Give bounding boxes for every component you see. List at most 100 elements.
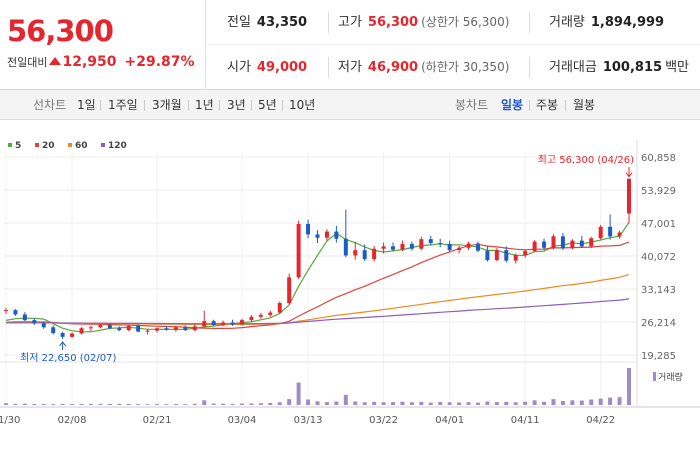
volume-bar bbox=[51, 404, 56, 405]
moving-average-120 bbox=[5, 298, 630, 325]
quote-row-2: 시가 49,000 저가 46,900 (하한가 30,350) 거래대금 100,81… bbox=[207, 45, 700, 90]
candle-body bbox=[306, 223, 311, 235]
candle-body bbox=[570, 240, 575, 249]
period-1y[interactable]: 1년 bbox=[195, 98, 214, 112]
volume-bar bbox=[277, 402, 282, 405]
y-tick-label: 26,214 bbox=[641, 318, 676, 329]
volume-bar bbox=[79, 403, 84, 405]
volume-bar bbox=[4, 403, 8, 405]
divider bbox=[529, 57, 530, 78]
volume-label: 거래량 bbox=[549, 15, 585, 30]
candle-body bbox=[211, 321, 216, 325]
period-3m[interactable]: 3개월 bbox=[152, 98, 182, 112]
divider bbox=[282, 100, 283, 111]
trade-value-unit: 백만 bbox=[665, 60, 689, 75]
open-label: 시가 bbox=[227, 60, 251, 75]
upper-limit: (상한가 56,300) bbox=[421, 15, 510, 29]
candle-body bbox=[230, 322, 235, 325]
candle-body bbox=[579, 240, 584, 247]
candle-body bbox=[268, 312, 273, 315]
x-tick-label: 02/08 bbox=[58, 415, 87, 426]
legend-label: 5 bbox=[15, 141, 21, 151]
legend-label: 120 bbox=[108, 141, 127, 151]
volume-bar bbox=[627, 368, 631, 405]
volume-bar bbox=[438, 402, 443, 405]
candle-body bbox=[202, 321, 207, 327]
candle-body bbox=[192, 326, 197, 331]
candle-body bbox=[334, 231, 339, 239]
candle-daily[interactable]: 일봉 bbox=[501, 98, 524, 112]
moving-average-60 bbox=[5, 274, 630, 325]
volume-bar bbox=[258, 403, 263, 405]
volume-bar bbox=[136, 404, 141, 405]
volume-bar bbox=[70, 404, 75, 405]
period-3y[interactable]: 3년 bbox=[227, 98, 246, 112]
period-5y[interactable]: 5년 bbox=[258, 98, 277, 112]
price-chart[interactable]: 60,858 53,929 47,001 40,072 33,143 26,214 19,2… bbox=[0, 120, 700, 450]
low-cell: 저가 46,900 (하한가 30,350) bbox=[338, 45, 509, 90]
period-10y[interactable]: 10년 bbox=[289, 98, 316, 112]
divider bbox=[328, 57, 329, 78]
low-label: 저가 bbox=[338, 60, 362, 75]
candle-body bbox=[428, 239, 433, 244]
volume-bar bbox=[334, 401, 339, 405]
candle-body bbox=[221, 322, 226, 325]
x-tick-label: 02/21 bbox=[143, 415, 172, 426]
prev-close-value: 43,350 bbox=[256, 15, 308, 30]
candle-monthly[interactable]: 월봉 bbox=[573, 98, 596, 112]
candle-body bbox=[79, 328, 84, 334]
volume-bar bbox=[315, 401, 320, 405]
candle-body bbox=[523, 251, 528, 255]
trade-value: 100,815 bbox=[602, 60, 663, 75]
volume-bar bbox=[183, 404, 188, 405]
volume-bar bbox=[32, 404, 37, 405]
line-chart-label: 선차트 bbox=[33, 98, 67, 112]
volume-bar bbox=[560, 400, 565, 405]
volume-bar bbox=[268, 402, 273, 405]
candle-body bbox=[551, 236, 556, 248]
candle-body bbox=[485, 250, 490, 261]
candle-body bbox=[117, 328, 122, 331]
volume-bar bbox=[457, 402, 462, 405]
candle-body bbox=[542, 241, 547, 248]
volume-bar bbox=[504, 401, 509, 405]
period-1w[interactable]: 1주일 bbox=[108, 98, 138, 112]
y-tick-label: 47,001 bbox=[641, 219, 676, 230]
candle-body bbox=[70, 333, 75, 337]
change-row: 전일대비 12,950 +29.87% bbox=[7, 54, 195, 70]
candle-body bbox=[164, 328, 169, 330]
candle-body bbox=[183, 327, 188, 331]
volume-bar bbox=[598, 398, 603, 405]
volume-bar bbox=[192, 403, 197, 405]
candle-weekly[interactable]: 주봉 bbox=[536, 98, 559, 112]
candle-body bbox=[88, 327, 93, 329]
volume-bar bbox=[41, 403, 46, 405]
lower-limit: (하한가 30,350) bbox=[421, 60, 510, 74]
divider bbox=[144, 100, 145, 111]
min-arrow-icon bbox=[59, 341, 67, 347]
quote-info-grid: 전일 43,350 고가 56,300 (상한가 56,300) 거래량 1,894,9… bbox=[207, 0, 700, 90]
candle-body bbox=[617, 232, 622, 237]
period-1d[interactable]: 1일 bbox=[77, 98, 96, 112]
candle-body bbox=[457, 247, 462, 251]
trade-value-cell: 거래대금 100,815 백만 bbox=[549, 45, 689, 90]
volume-bar bbox=[145, 404, 150, 405]
volume-bar bbox=[13, 403, 18, 405]
candle-body bbox=[381, 246, 386, 249]
candle-body bbox=[13, 310, 18, 315]
volume-bar bbox=[239, 403, 244, 405]
high-cell: 고가 56,300 (상한가 56,300) bbox=[338, 0, 509, 45]
x-tick-label: 04/01 bbox=[435, 415, 464, 426]
candle-body bbox=[277, 303, 282, 313]
candle-body bbox=[4, 310, 8, 312]
volume-cell: 거래량 1,894,999 bbox=[549, 0, 664, 45]
legend-swatch bbox=[101, 143, 105, 147]
high-value: 56,300 bbox=[367, 15, 419, 30]
candle-body bbox=[60, 333, 65, 337]
candle-body bbox=[296, 223, 301, 278]
volume-bar bbox=[98, 403, 103, 405]
max-price-annotation: 최고 56,300 (04/26) bbox=[538, 154, 634, 166]
current-price: 56,300 bbox=[7, 14, 114, 48]
volume-bar bbox=[60, 403, 65, 405]
candle-body bbox=[598, 226, 603, 239]
